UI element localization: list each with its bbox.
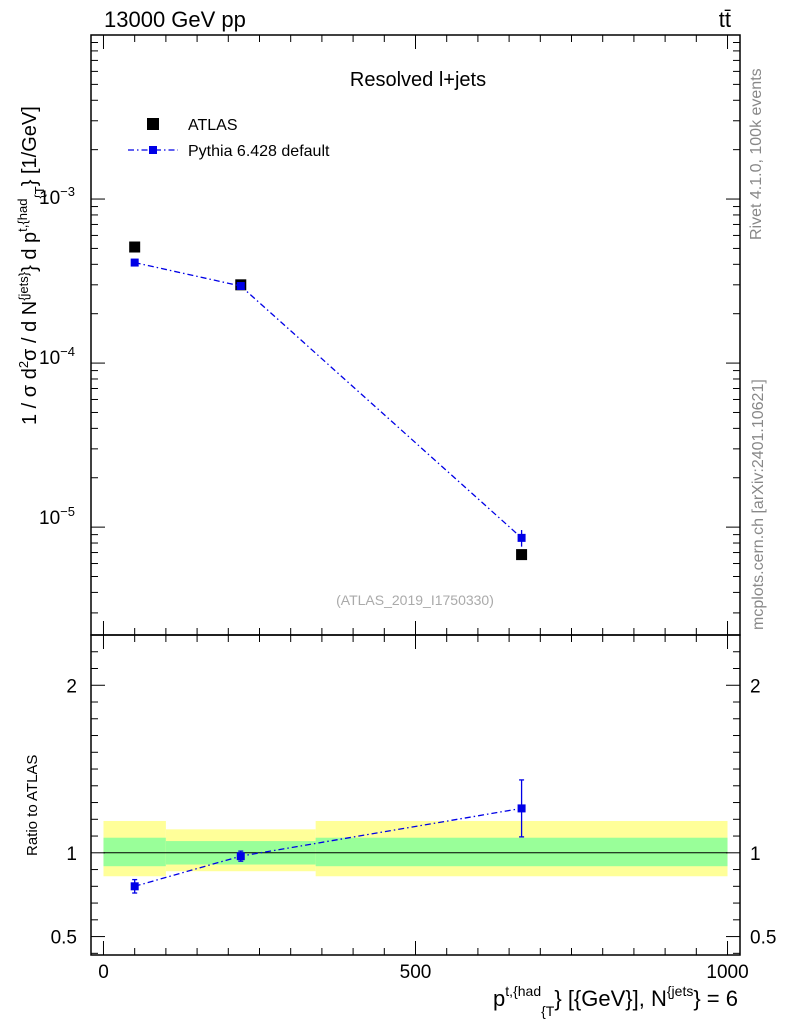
svg-text:10−5: 10−5 xyxy=(39,504,75,529)
ratio-mc-point xyxy=(130,882,139,891)
legend-mc-marker xyxy=(149,146,157,154)
mc-data-point xyxy=(236,282,245,291)
main-panel: Resolved l+jets (ATLAS_2019_I1750330) AT… xyxy=(15,34,741,636)
mc-data-point xyxy=(517,533,526,542)
ratio-y-tick-label-right: 1 xyxy=(750,844,761,865)
svg-text:10−4: 10−4 xyxy=(39,344,75,369)
atlas-data-point xyxy=(129,241,141,253)
ratio-x-tick-label: 500 xyxy=(400,962,432,983)
ratio-series xyxy=(130,779,526,894)
main-axis-ticks xyxy=(91,34,740,635)
main-series xyxy=(129,241,528,561)
main-y-tick-label-1e-3: 10−3 xyxy=(39,184,75,209)
ratio-y-tick-label-right: 2 xyxy=(750,676,761,697)
ratio-y-tick-labels-left: 0.5 1 2 xyxy=(51,676,77,948)
mcplots-label: mcplots.cern.ch [arXiv:2401.10621] xyxy=(750,379,767,630)
ratio-x-tick-label: 0 xyxy=(98,962,109,983)
analysis-watermark: (ATLAS_2019_I1750330) xyxy=(336,592,494,608)
x-axis-label: pt,{had{T} [{GeV}], N{jets} = 6 xyxy=(493,983,738,1019)
svg-text:10−3: 10−3 xyxy=(39,184,75,209)
header-energy: 13000 GeV pp xyxy=(104,7,246,32)
mc-series-line xyxy=(134,261,523,539)
ratio-frame xyxy=(90,634,741,956)
ratio-y-axis-label: Ratio to ATLAS xyxy=(24,755,41,856)
ratio-y-tick-label: 2 xyxy=(66,676,77,697)
ratio-y-tick-labels-right: 0.5 1 2 xyxy=(750,676,776,948)
ratio-x-tick-label: 1000 xyxy=(706,962,748,983)
ratio-band-inner xyxy=(103,837,166,867)
ratio-mc-point xyxy=(236,852,245,861)
ratio-uncertainty-bands xyxy=(103,820,728,877)
ratio-y-tick-label: 1 xyxy=(66,844,77,865)
mc-data-point xyxy=(130,258,139,267)
main-y-tick-label-1e-5: 10−5 xyxy=(39,504,75,529)
legend-atlas-label: ATLAS xyxy=(188,117,238,134)
main-y-axis-label: 1 / σ d2σ / d N{jets}} d pt,{had{T} [1/G… xyxy=(15,106,47,425)
ratio-y-tick-label-right: 0.5 xyxy=(750,928,776,949)
rivet-label: Rivet 4.1.0, 100k events xyxy=(748,68,765,240)
ratio-mc-point xyxy=(517,804,526,813)
ratio-panel: 0.5 1 2 0.5 1 2 0 500 1000 Ratio to ATLAS pt,{… xyxy=(24,634,776,1019)
legend: ATLAS Pythia 6.428 default xyxy=(128,117,330,160)
main-y-tick-label-1e-4: 10−4 xyxy=(39,344,75,369)
main-title: Resolved l+jets xyxy=(350,69,486,91)
ratio-axis-ticks xyxy=(91,635,740,955)
atlas-data-point xyxy=(516,549,528,561)
legend-atlas-marker xyxy=(147,118,159,130)
header-process: tt̄ xyxy=(719,7,731,32)
ratio-band-inner xyxy=(315,837,728,867)
ratio-x-tick-labels: 0 500 1000 xyxy=(98,962,748,983)
ratio-y-tick-label: 0.5 xyxy=(51,928,77,949)
legend-mc-label: Pythia 6.428 default xyxy=(188,143,330,160)
